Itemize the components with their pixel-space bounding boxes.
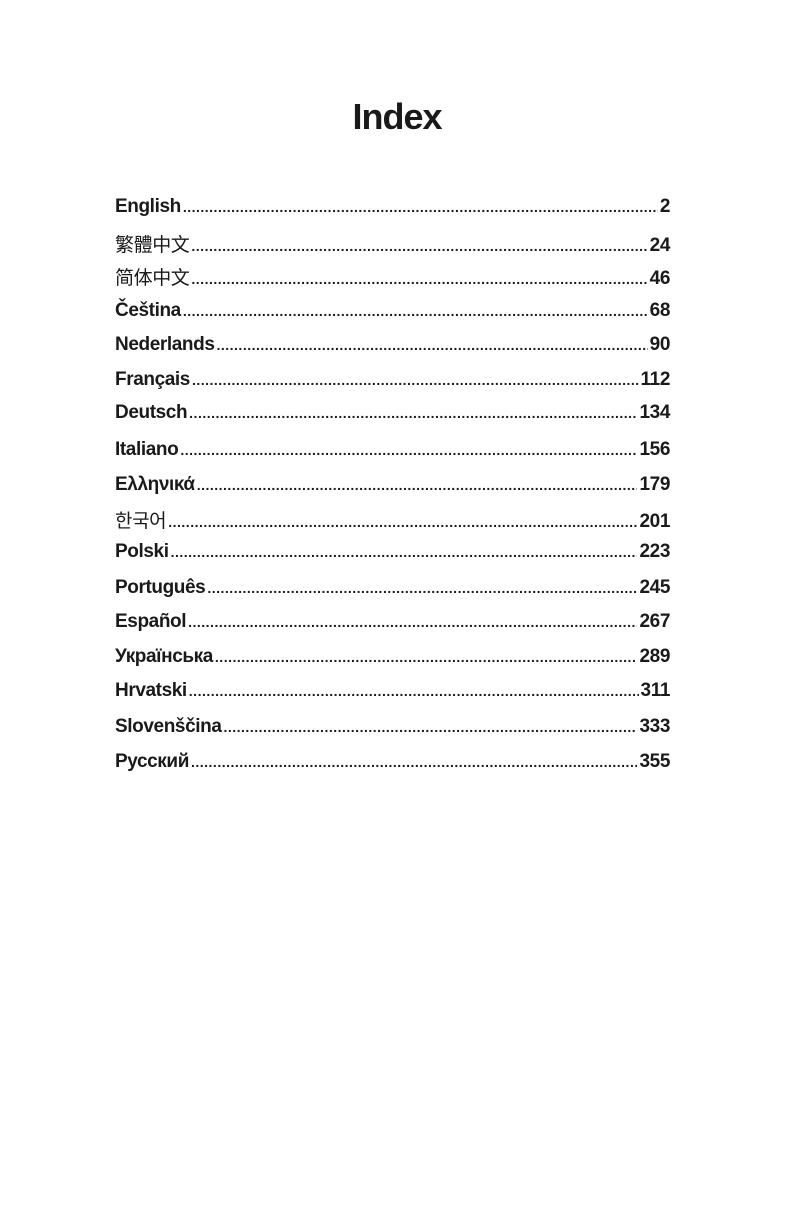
dot-leader — [180, 442, 637, 458]
entry-page: 333 — [639, 716, 670, 737]
dot-leader — [223, 719, 637, 735]
entry-page: 223 — [639, 541, 670, 562]
dot-leader — [216, 337, 647, 353]
dot-leader — [191, 754, 638, 770]
entry-label: Português — [115, 577, 206, 598]
index-entry[interactable]: Русский 355 — [115, 751, 670, 777]
dot-leader — [171, 544, 638, 560]
index-entry[interactable]: Italiano 156 — [115, 439, 670, 465]
index-entry[interactable]: Nederlands 90 — [115, 334, 670, 360]
entry-page: 68 — [649, 300, 671, 321]
dot-leader — [188, 614, 637, 630]
index-entry[interactable]: Ελληνικά 179 — [115, 474, 670, 500]
dot-leader — [189, 405, 637, 421]
entry-page: 2 — [659, 196, 671, 217]
page-title: Index — [352, 96, 442, 137]
entry-label: 한국어 — [115, 511, 167, 532]
dot-leader — [183, 199, 658, 215]
index-entry[interactable]: Hrvatski 311 — [115, 680, 670, 706]
entry-page: 46 — [649, 268, 671, 289]
dot-leader — [168, 514, 637, 530]
index-entry[interactable]: Українська 289 — [115, 646, 670, 672]
dot-leader — [191, 271, 647, 287]
entry-label: Русский — [115, 751, 189, 772]
entry-label: Українська — [115, 646, 213, 667]
entry-page: 112 — [640, 369, 671, 390]
entry-page: 134 — [639, 402, 670, 423]
dot-leader — [207, 580, 637, 596]
index-entry[interactable]: Slovenščina 333 — [115, 716, 670, 742]
index-entry[interactable]: Español 267 — [115, 611, 670, 637]
index-entry[interactable]: 简体中文 46 — [115, 263, 670, 289]
entry-page: 355 — [639, 751, 670, 772]
entry-label: Nederlands — [115, 334, 215, 355]
index-entry[interactable]: Português 245 — [115, 577, 670, 603]
dot-leader — [191, 238, 647, 254]
entry-page: 289 — [639, 646, 670, 667]
index-entry[interactable]: Deutsch 134 — [115, 402, 670, 428]
entry-label: Hrvatski — [115, 680, 187, 701]
dot-leader — [183, 303, 648, 319]
entry-page: 245 — [639, 577, 670, 598]
entry-label: Slovenščina — [115, 716, 222, 737]
entry-label: Italiano — [115, 439, 179, 460]
entry-page: 201 — [639, 511, 670, 532]
entry-label: Polski — [115, 541, 169, 562]
entry-page: 90 — [649, 334, 671, 355]
index-entry[interactable]: Čeština 68 — [115, 300, 670, 326]
index-entry[interactable]: English 2 — [115, 196, 670, 222]
entry-label: Français — [115, 369, 190, 390]
index-entry[interactable]: 繁體中文 24 — [115, 230, 670, 256]
entry-page: 24 — [649, 235, 671, 256]
entry-label: Deutsch — [115, 402, 188, 423]
entry-label: Čeština — [115, 300, 181, 321]
entry-page: 267 — [639, 611, 670, 632]
entry-page: 156 — [639, 439, 670, 460]
entry-page: 311 — [640, 680, 671, 701]
entry-page: 179 — [639, 474, 670, 495]
index-entry[interactable]: Polski 223 — [115, 541, 670, 567]
dot-leader — [189, 683, 639, 699]
index-entry[interactable]: Français 112 — [115, 369, 670, 395]
dot-leader — [192, 372, 639, 388]
dot-leader — [215, 649, 638, 665]
entry-label: 简体中文 — [115, 268, 190, 289]
index-entry[interactable]: 한국어 201 — [115, 506, 670, 532]
entry-label: Español — [115, 611, 187, 632]
entry-label: Ελληνικά — [115, 474, 195, 495]
dot-leader — [197, 477, 638, 493]
entry-label: 繁體中文 — [115, 235, 190, 256]
entry-label: English — [115, 196, 181, 217]
